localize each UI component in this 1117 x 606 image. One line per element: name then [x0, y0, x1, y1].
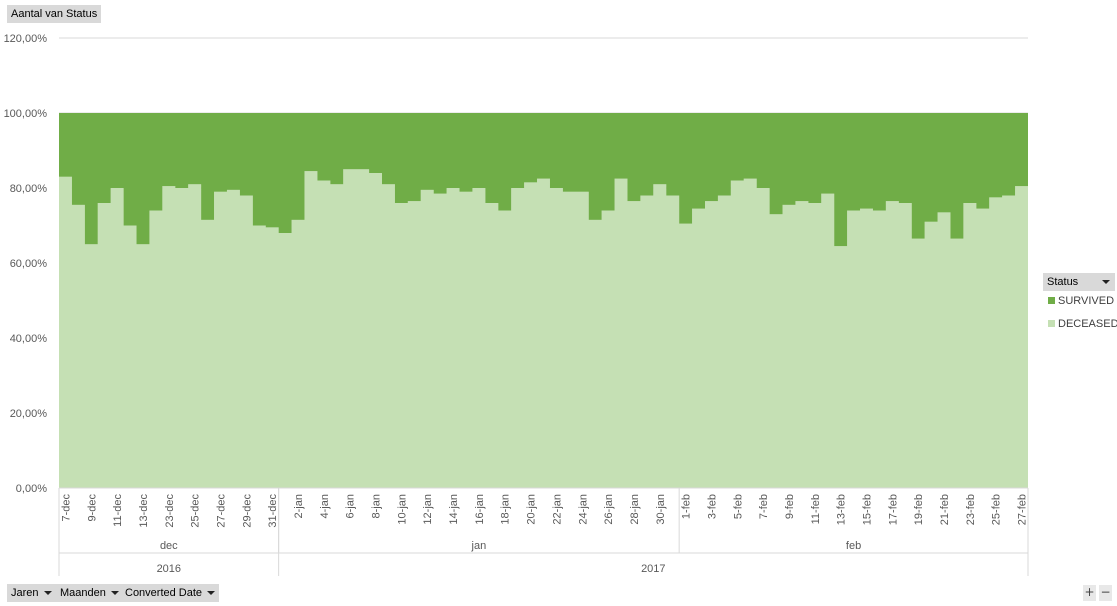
x-tick-label: 30-jan	[655, 494, 667, 525]
x-tick-label: 25-feb	[991, 494, 1003, 525]
x-tick-label: 31-dec	[267, 494, 279, 528]
y-axis-labels: 0,00% 20,00% 40,00% 60,00% 80,00% 100,00% 120,…	[4, 33, 48, 495]
month-group-label: jan	[471, 540, 487, 552]
x-tick-label: 21-feb	[939, 494, 951, 525]
y-tick-label: 120,00%	[4, 33, 48, 45]
y-tick-label: 40,00%	[10, 333, 48, 345]
year-group-label: 2016	[157, 563, 181, 575]
expand-field-button[interactable]: +	[1083, 585, 1096, 601]
legend-swatch-survived	[1048, 297, 1055, 304]
legend-title: Status	[1047, 276, 1079, 288]
x-tick-label: 23-feb	[965, 494, 977, 525]
x-tick-label: 2-jan	[293, 494, 305, 518]
x-tick-label: 28-jan	[629, 494, 641, 525]
series-area-deceased	[59, 169, 1028, 488]
field-label-jaren: Jaren	[11, 587, 39, 599]
x-tick-label: 18-jan	[500, 494, 512, 525]
series-area-survived	[59, 113, 1028, 247]
legend-label-deceased: DECEASED	[1058, 318, 1117, 330]
x-tick-label: 4-jan	[319, 494, 331, 518]
x-tick-label: 27-feb	[1017, 494, 1029, 525]
value-field-button[interactable]: Aantal van Status	[7, 5, 102, 23]
x-tick-label: 16-jan	[474, 494, 486, 525]
x-tick-label: 22-jan	[551, 494, 563, 525]
y-tick-label: 20,00%	[10, 408, 48, 420]
x-axis: 7-dec 9-dec 11-dec 13-dec 23-dec 25-dec 27-dec…	[58, 487, 1029, 576]
legend-label-survived: SURVIVED	[1058, 295, 1115, 307]
dropdown-arrow-icon	[43, 591, 52, 596]
x-tick-label: 24-jan	[577, 494, 589, 525]
month-group-label: feb	[846, 540, 861, 552]
x-tick-label: 13-dec	[138, 494, 150, 528]
x-tick-label: 17-feb	[887, 494, 899, 525]
x-tick-label: 25-dec	[190, 494, 202, 528]
x-tick-label: 8-jan	[371, 494, 383, 518]
y-tick-label: 60,00%	[10, 258, 48, 270]
x-tick-label: 9-feb	[784, 494, 796, 519]
x-tick-label: 14-jan	[448, 494, 460, 525]
x-tick-label: 26-jan	[603, 494, 615, 525]
x-tick-label: 10-jan	[396, 494, 408, 525]
y-tick-label: 0,00%	[16, 483, 47, 495]
x-tick-label: 23-dec	[164, 494, 176, 528]
field-label-maanden: Maanden	[60, 587, 106, 599]
x-tick-label: 7-dec	[60, 494, 72, 522]
x-tick-label: 3-feb	[706, 494, 718, 519]
field-button-converted-date[interactable]: Converted Date	[121, 584, 220, 602]
plot-area	[59, 113, 1028, 488]
x-tick-label: 11-dec	[112, 494, 124, 527]
x-tick-label: 27-dec	[216, 494, 228, 528]
legend-status-filter[interactable]: Status	[1043, 273, 1115, 291]
x-tick-label: 6-jan	[345, 494, 357, 518]
x-tick-label: 12-jan	[422, 494, 434, 525]
x-tick-label: 11-feb	[810, 494, 822, 524]
collapse-field-button[interactable]: −	[1099, 585, 1112, 601]
dropdown-arrow-icon	[110, 591, 119, 596]
y-tick-label: 100,00%	[4, 108, 48, 120]
x-tick-label: 13-feb	[836, 494, 848, 525]
field-label-converted-date: Converted Date	[125, 587, 203, 599]
y-tick-label: 80,00%	[10, 183, 48, 195]
x-tick-label: 9-dec	[86, 494, 98, 522]
field-button-jaren[interactable]: Jaren	[7, 584, 56, 602]
dropdown-arrow-icon	[1102, 280, 1110, 284]
legend-item-survived: SURVIVED	[1048, 295, 1114, 307]
x-tick-label: 7-feb	[758, 494, 770, 519]
x-tick-label: 1-feb	[681, 494, 693, 519]
month-group-label: dec	[160, 540, 178, 552]
x-tick-label: 5-feb	[732, 494, 744, 519]
x-tick-label: 29-dec	[241, 494, 253, 528]
year-group-label: 2017	[641, 563, 665, 575]
x-tick-label: 19-feb	[913, 494, 925, 525]
x-tick-label: 20-jan	[526, 494, 538, 525]
field-button-maanden[interactable]: Maanden	[56, 584, 123, 602]
x-tick-label: 15-feb	[862, 494, 874, 525]
legend-swatch-deceased	[1048, 320, 1055, 327]
legend-item-deceased: DECEASED	[1048, 318, 1117, 330]
dropdown-arrow-icon	[207, 591, 216, 596]
